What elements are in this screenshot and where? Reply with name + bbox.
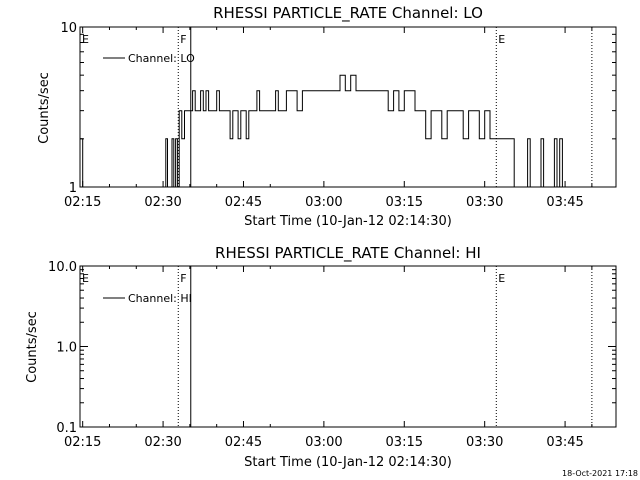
x-axis-label: Start Time (10-Jan-12 02:14:30)	[244, 455, 452, 470]
series-line	[80, 74, 585, 188]
y-tick-label: 1.0	[56, 341, 77, 356]
legend-label: Channel: LO	[128, 52, 195, 65]
x-tick-label: 02:45	[225, 435, 262, 450]
flag-label: F	[180, 33, 186, 46]
x-tick-label: 03:15	[386, 435, 423, 450]
x-tick-label: 03:30	[466, 435, 503, 450]
plot-frame	[79, 265, 617, 428]
chart-title: RHESSI PARTICLE_RATE Channel: LO	[213, 4, 483, 23]
x-tick-label: 03:15	[386, 195, 423, 210]
x-tick-label: 03:30	[466, 195, 503, 210]
x-tick-label: 02:45	[225, 195, 262, 210]
legend: Channel: HI	[103, 292, 192, 305]
x-tick-label: 03:00	[305, 435, 342, 450]
series-group	[80, 74, 585, 188]
y-axis-label: Counts/sec	[25, 311, 40, 383]
x-tick-label: 03:45	[546, 435, 583, 450]
chart-panel-lo: RHESSI PARTICLE_RATE Channel: LO Counts/…	[37, 4, 617, 229]
y-tick-label: 10	[60, 21, 77, 36]
x-tick-label: 02:15	[64, 195, 101, 210]
chart-title: RHESSI PARTICLE_RATE Channel: HI	[215, 244, 481, 263]
axis-ticks: 02:15 02:30 02:45 03:00 03:15 03:30 03:45 0.1 1.…	[48, 260, 616, 450]
flag-label: F	[180, 272, 186, 285]
flag-label: E	[498, 33, 505, 46]
flag-label: E	[498, 272, 505, 285]
y-tick-label: 0.1	[56, 421, 77, 436]
y-axis-label: Counts/sec	[37, 72, 52, 144]
flag-label: E	[82, 33, 89, 46]
footer-timestamp: 18-Oct-2021 17:18	[562, 469, 638, 478]
x-tick-label: 02:30	[144, 435, 181, 450]
y-tick-label: 1	[69, 181, 77, 196]
x-axis-label: Start Time (10-Jan-12 02:14:30)	[244, 214, 452, 229]
x-tick-label: 02:15	[64, 435, 101, 450]
legend: Channel: LO	[103, 52, 195, 65]
legend-label: Channel: HI	[128, 292, 192, 305]
flag-label: E	[82, 272, 89, 285]
x-tick-label: 03:45	[546, 195, 583, 210]
x-tick-label: 03:00	[305, 195, 342, 210]
x-tick-label: 02:30	[144, 195, 181, 210]
plot-frame	[79, 26, 617, 188]
y-tick-label: 10.0	[48, 260, 77, 275]
chart-panel-hi: RHESSI PARTICLE_RATE Channel: HI Counts/…	[25, 244, 617, 470]
axis-ticks: 02:15 02:30 02:45 03:00 03:15 03:30 03:45 1 10	[60, 21, 616, 210]
